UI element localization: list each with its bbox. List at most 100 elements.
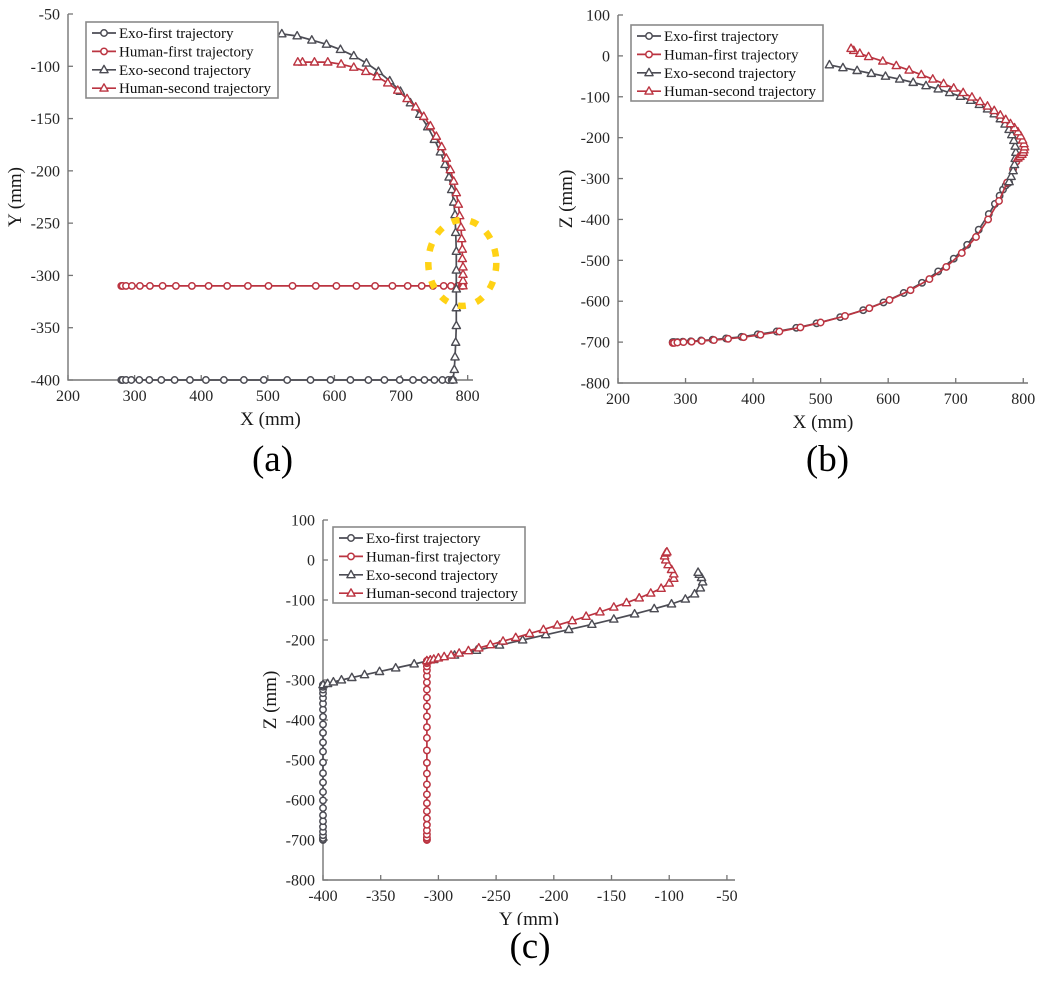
circle-marker — [127, 281, 136, 290]
triangle-marker — [347, 672, 357, 682]
series-human-first-trajectory — [117, 281, 467, 290]
triangle-marker — [958, 87, 968, 97]
triangle-marker — [445, 164, 456, 174]
y-tick-label: -350 — [31, 320, 60, 337]
legend-entry-label: Exo-second trajectory — [366, 568, 499, 584]
triangle-marker — [693, 567, 703, 576]
triangle-marker — [989, 105, 1000, 115]
circle-marker — [422, 712, 431, 721]
circle-marker — [816, 318, 825, 327]
triangle-marker — [587, 619, 597, 628]
y-tick-label: 100 — [291, 513, 315, 530]
triangle-marker — [595, 606, 605, 616]
triangle-marker — [1009, 159, 1020, 169]
triangle-marker — [891, 60, 902, 70]
plot-a: 200 300 400 500 600 700 800 -400 -350 -300 -250 -20… — [0, 0, 545, 435]
circle-marker — [422, 820, 431, 829]
x-axis-label: Y (mm) — [499, 909, 559, 925]
circle-marker — [679, 338, 688, 347]
triangle-marker — [402, 93, 412, 103]
legend-box — [85, 21, 279, 99]
legend-box — [332, 526, 526, 604]
triangle-marker — [866, 68, 877, 78]
legend-triangle-marker — [644, 67, 654, 77]
circle-marker — [145, 281, 154, 290]
triangle-marker — [431, 131, 442, 140]
circle-marker — [352, 281, 361, 290]
legend: Exo-first trajectory Human-first trajecto… — [332, 526, 526, 604]
y-tick-label: 100 — [586, 8, 610, 25]
circle-marker — [388, 281, 397, 290]
legend-entry-label: Exo-second trajectory — [664, 66, 797, 82]
x-tick-label: 800 — [456, 388, 480, 405]
circle-marker — [171, 281, 180, 290]
triangle-marker — [689, 588, 700, 598]
legend-triangle-marker — [99, 64, 109, 74]
circle-marker — [319, 811, 327, 820]
legend-circle-marker — [100, 29, 108, 37]
circle-marker — [422, 814, 431, 823]
triangle-marker — [444, 172, 454, 181]
legend-triangle-marker — [99, 83, 109, 92]
y-tick-label: -300 — [286, 673, 315, 690]
circle-marker — [422, 807, 431, 816]
caption-b: (b) — [805, 439, 850, 480]
triangle-marker — [921, 80, 931, 90]
legend-entry-label: Exo-first trajectory — [119, 26, 234, 42]
triangle-marker — [540, 629, 551, 639]
y-tick-label: 0 — [602, 48, 610, 65]
circle-marker — [422, 702, 431, 711]
triangle-marker — [321, 39, 332, 48]
circle-marker — [865, 304, 874, 313]
circle-marker — [223, 281, 232, 290]
triangle-marker — [336, 59, 346, 68]
x-tick-label: 700 — [389, 388, 413, 405]
circle-marker — [319, 728, 327, 737]
triangle-marker — [457, 244, 468, 253]
circle-marker — [259, 376, 268, 384]
triangle-marker — [824, 59, 835, 69]
triangle-marker — [458, 275, 468, 285]
circle-marker — [311, 281, 320, 290]
circle-marker — [239, 376, 248, 384]
triangle-marker — [904, 65, 914, 74]
legend-box — [630, 24, 824, 102]
circle-marker — [319, 738, 327, 747]
triangle-marker — [880, 71, 891, 80]
legend-entry-label: Exo-first trajectory — [664, 29, 779, 45]
triangle-marker — [1009, 135, 1019, 145]
x-tick-label: -350 — [366, 888, 395, 905]
circle-marker — [422, 734, 431, 742]
triangle-marker — [441, 153, 452, 162]
triangle-marker — [451, 187, 462, 197]
circle-marker — [841, 311, 849, 320]
triangle-marker — [348, 50, 359, 60]
triangle-marker — [446, 650, 456, 659]
circle-marker — [127, 376, 136, 384]
y-tick-label: -700 — [581, 335, 610, 352]
triangle-marker — [564, 624, 574, 634]
triangle-marker — [664, 578, 675, 587]
legend: Exo-first trajectory Human-first trajecto… — [85, 21, 279, 99]
circle-marker — [158, 281, 167, 290]
circle-marker — [332, 281, 341, 290]
circle-marker — [319, 720, 327, 729]
triangle-marker — [309, 57, 320, 66]
triangle-marker — [454, 210, 465, 220]
y-tick-label: -100 — [286, 593, 315, 610]
circle-marker — [724, 334, 733, 343]
triangle-marker — [908, 77, 918, 87]
legend-circle-marker — [645, 32, 653, 40]
triangle-marker — [473, 642, 484, 652]
axes: -400 -350 -300 -250 -200 -150 -100 -50 -800 -700 -… — [260, 513, 738, 926]
y-tick-label: -200 — [286, 633, 315, 650]
triangle-marker — [451, 320, 462, 330]
legend-triangle-marker — [346, 588, 356, 597]
circle-marker — [319, 796, 327, 805]
y-tick-label: -200 — [581, 130, 610, 147]
series-exo-first-trajectory — [117, 376, 457, 384]
triangle-marker — [440, 159, 450, 169]
circle-marker — [984, 215, 993, 224]
circle-marker — [439, 281, 448, 290]
triangle-marker — [292, 30, 302, 40]
